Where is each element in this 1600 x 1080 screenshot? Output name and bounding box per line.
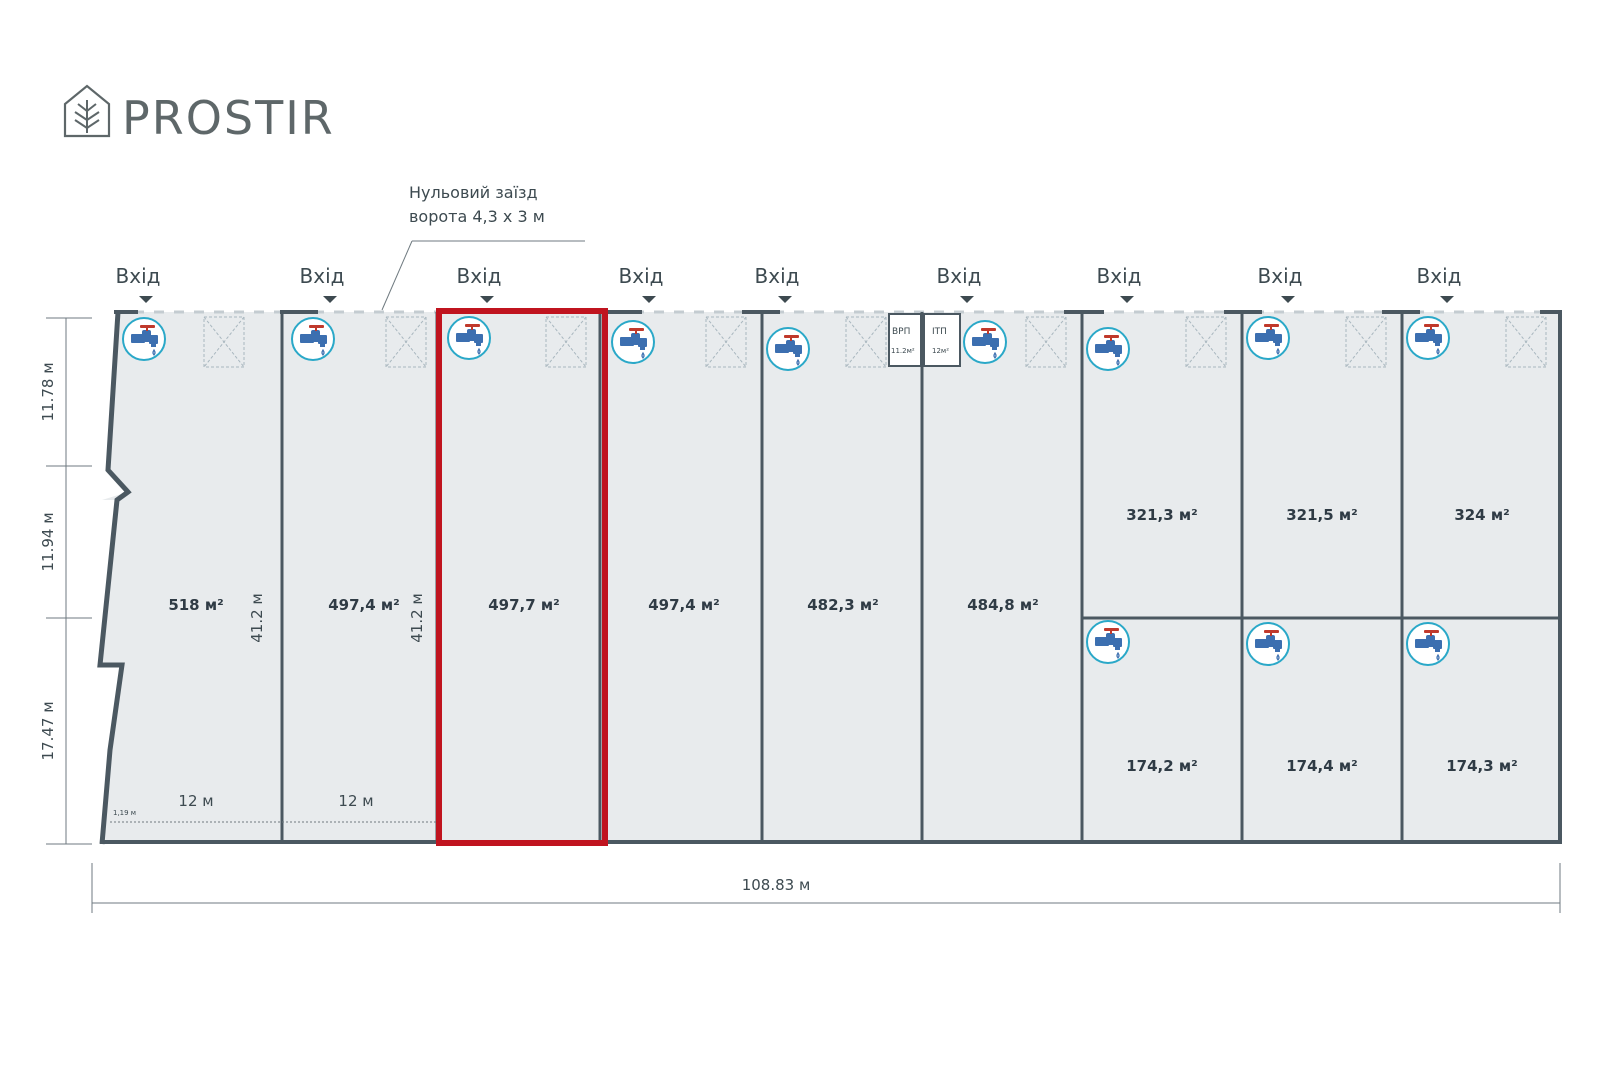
entrance-label: Вхід [116,264,161,288]
note-line-2: ворота 4,3 х 3 м [409,207,545,226]
unit-width-dim: 12 м [338,792,373,810]
unit-area: 484,8 м² [967,596,1039,614]
unit-area: 497,7 м² [488,596,560,614]
house-tree-logo-icon [63,84,111,138]
left-dimension-lines [46,317,92,845]
note-line-1: Нульовий заїзд [409,183,538,202]
total-width-dim: 108.83 м [742,876,811,894]
entrance-label: Вхід [1097,264,1142,288]
left-dim-middle: 11.94 м [39,512,57,571]
unit-area: 174,2 м² [1126,757,1198,775]
water-tap-icon [1246,316,1290,360]
arrow-down-icon [778,296,792,303]
water-tap-icon [1246,622,1290,666]
arrow-down-icon [960,296,974,303]
entrance-label: Вхід [300,264,345,288]
entrance-label: Вхід [755,264,800,288]
entrance-label: Вхід [619,264,664,288]
floor-area [102,312,1560,842]
arrow-down-icon [1120,296,1134,303]
unit-length-dim: 41.2 м [248,593,266,642]
utility-room-itp [923,313,961,367]
arrow-down-icon [1440,296,1454,303]
unit-areas: 518 м² 497,4 м² 497,7 м² 497,4 м² 482,3 … [168,506,1517,775]
utility-room-area: 12м² [932,347,949,355]
water-tap-icon [1086,620,1130,664]
unit-area: 174,4 м² [1286,757,1358,775]
unit-area: 518 м² [168,596,223,614]
arrow-down-icon [139,296,153,303]
arrow-down-icon [1281,296,1295,303]
unit-area: 497,4 м² [328,596,400,614]
arrow-down-icon [642,296,656,303]
water-tap-icon [766,327,810,371]
unit-area: 497,4 м² [648,596,720,614]
unit-width-dim: 12 м [178,792,213,810]
water-tap-icon [611,320,655,364]
note-leader-diagonal [381,240,413,311]
left-facade [97,311,132,845]
offset-dim: 1,19 м [113,809,136,817]
entrance-label: Вхід [1417,264,1462,288]
unit-area: 174,3 м² [1446,757,1518,775]
utility-room-name: ВРП [892,327,910,337]
arrow-down-icon [323,296,337,303]
water-tap-icon [1086,327,1130,371]
entrance-labels: Вхід Вхід Вхід Вхід Вхід Вхід Вхід Вхід … [116,264,1462,288]
unit-area: 324 м² [1454,506,1509,524]
unit-length-dim: 41.2 м [408,593,426,642]
selected-unit-outline[interactable] [436,308,608,846]
utility-room-vrp [888,313,922,367]
water-tap-icon [291,317,335,361]
water-tap-icon [122,317,166,361]
brand-name: PROSTIR [122,91,335,145]
left-dim-top: 11.78 м [39,362,57,421]
water-tap-icon [1406,316,1450,360]
total-width-dimension [91,863,1561,913]
entrance-label: Вхід [457,264,502,288]
entrance-arrows [139,296,1454,303]
unit-area: 321,5 м² [1286,506,1358,524]
arrow-down-icon [480,296,494,303]
water-tap-icon [1406,622,1450,666]
entrance-label: Вхід [1258,264,1303,288]
unit-area: 321,3 м² [1126,506,1198,524]
unit-area: 482,3 м² [807,596,879,614]
water-tap-icon [963,320,1007,364]
water-tap-icon [447,316,491,360]
utility-room-name: ІТП [932,327,947,337]
left-dim-bottom: 17.47 м [39,701,57,760]
utility-room-area: 11.2м² [891,347,915,355]
entrance-label: Вхід [937,264,982,288]
